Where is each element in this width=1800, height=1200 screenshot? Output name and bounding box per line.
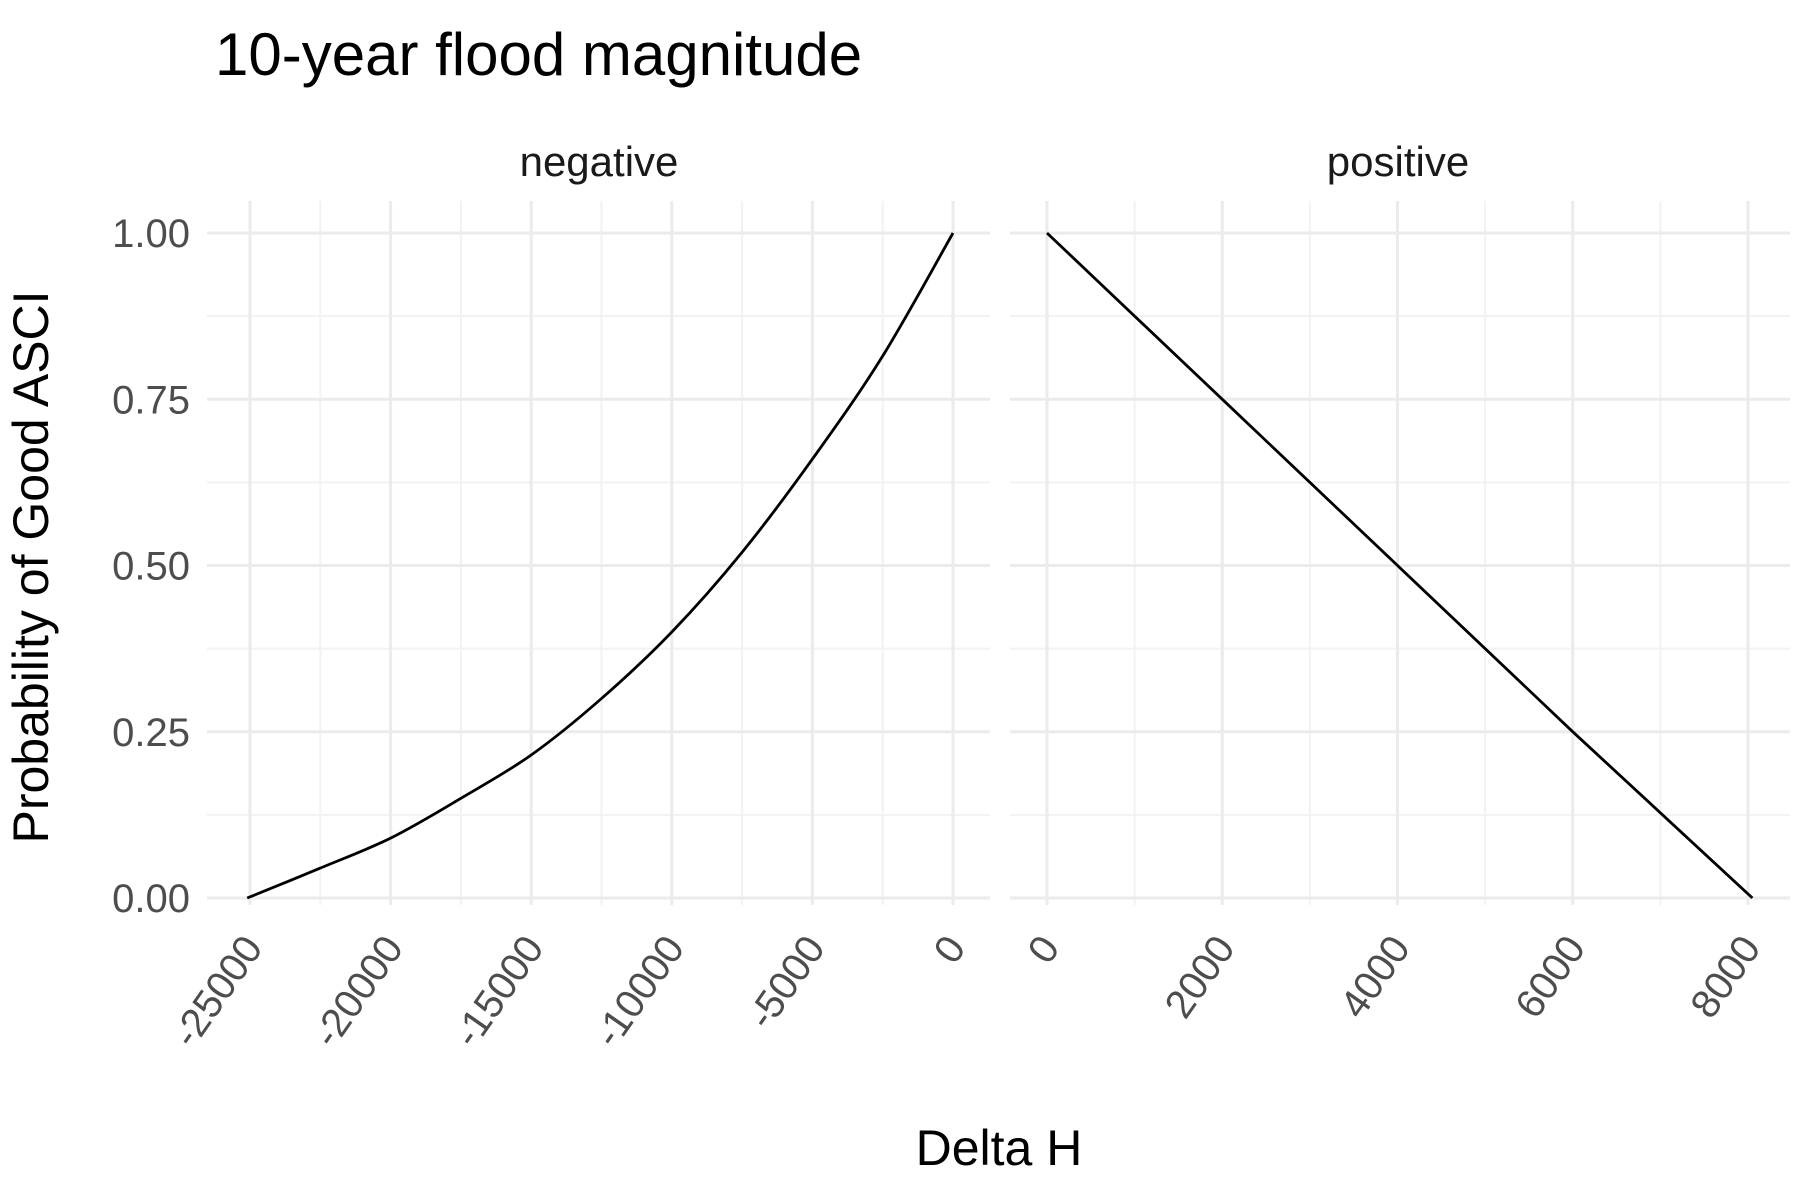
- y-axis-title: Probability of Good ASCI: [3, 290, 59, 843]
- x-tick-label: 2000: [1157, 928, 1244, 1026]
- x-tick-label: -20000: [304, 928, 411, 1055]
- x-tick-label: -25000: [164, 928, 271, 1055]
- y-tick-label: 0.75: [112, 378, 190, 422]
- panel-positive: 0 2000 4000 6000 8000: [1010, 201, 1790, 1026]
- x-tick-label: 8000: [1682, 928, 1769, 1026]
- series-line-positive: [1046, 231, 1754, 900]
- x-tick-label: -5000: [739, 928, 834, 1037]
- y-tick-label: 0.00: [112, 877, 190, 921]
- x-tick-label: 0: [1020, 928, 1069, 971]
- chart-title: 10-year flood magnitude: [215, 21, 862, 88]
- x-tick-label: -10000: [586, 928, 693, 1055]
- x-tick-label: 4000: [1332, 928, 1419, 1026]
- x-tick-label: 6000: [1507, 928, 1594, 1026]
- strip-label-negative: negative: [520, 138, 679, 185]
- panel-negative: -25000 -20000 -15000 -10000 -5000 0: [164, 201, 990, 1055]
- x-axis-title: Delta H: [916, 1120, 1083, 1176]
- y-axis-ticks: 0.00 0.25 0.50 0.75 1.00: [112, 212, 190, 921]
- y-tick-label: 0.50: [112, 545, 190, 589]
- y-tick-label: 1.00: [112, 212, 190, 256]
- series-line-negative: [246, 232, 955, 900]
- x-tick-label: 0: [926, 928, 975, 971]
- strip-label-positive: positive: [1327, 138, 1469, 185]
- y-tick-label: 0.25: [112, 711, 190, 755]
- x-tick-label: -15000: [445, 928, 552, 1055]
